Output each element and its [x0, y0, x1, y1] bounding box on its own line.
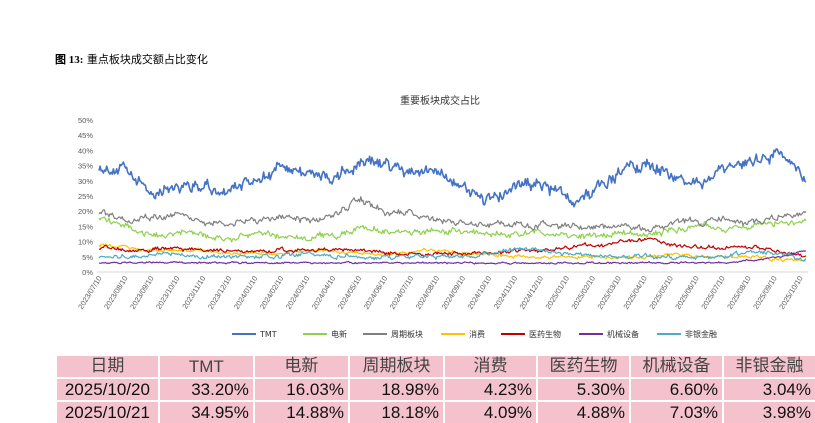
series-line-4 [98, 237, 807, 258]
y-tick-label: 30% [78, 177, 93, 186]
cell-xiaofei: 4.23% [443, 377, 538, 401]
cell-date: 2025/10/20 [57, 377, 159, 401]
y-tick-label: 35% [78, 162, 93, 171]
cell-zhouqi: 18.98% [347, 377, 445, 401]
figure-caption: 图 13: 重点板块成交额占比变化 [55, 51, 208, 67]
cell-jixie: 7.03% [629, 400, 723, 423]
chart-title: 重要板块成交占比 [400, 94, 480, 107]
cell-dianxin: 14.88% [252, 400, 349, 423]
y-tick-label: 0% [82, 268, 93, 277]
x-tick-label: 2023/10/10 [154, 274, 182, 311]
x-tick-label: 2024/05/10 [336, 274, 364, 311]
legend-label: TMT [259, 330, 277, 339]
header-yiyao: 医药生物 [536, 356, 630, 378]
x-tick-label: 2025/08/10 [725, 274, 753, 311]
x-tick-label: 2023/12/10 [206, 274, 234, 311]
x-tick-label: 2024/02/10 [258, 274, 286, 311]
series-line-2 [98, 196, 807, 233]
x-tick-label: 2024/09/10 [440, 274, 468, 311]
legend-label: 机械设备 [607, 329, 639, 339]
cell-dianxin: 16.03% [252, 377, 349, 401]
x-tick-label: 2025/02/10 [569, 274, 597, 311]
y-tick-label: 45% [78, 131, 93, 140]
y-tick-label: 15% [78, 222, 93, 231]
cell-tmt: 34.95% [157, 400, 254, 423]
x-tick-label: 2024/11/10 [492, 274, 519, 310]
x-tick-label: 2023/07/10 [76, 274, 104, 311]
x-tick-label: 2024/06/10 [362, 274, 390, 311]
x-tick-label: 2024/10/10 [466, 274, 494, 311]
header-date: 日期 [57, 356, 159, 378]
x-tick-label: 2023/08/10 [102, 274, 130, 311]
y-axis: 0% 5% 10% 15% 20% 25% 30% 35% 40% 45% 50% [78, 116, 808, 277]
x-tick-label: 2025/03/10 [595, 274, 623, 311]
x-tick-label: 2023/11/10 [180, 274, 207, 310]
x-tick-label: 2025/01/10 [544, 274, 572, 311]
series-line-1 [98, 216, 807, 243]
cell-jixie: 6.60% [629, 377, 723, 401]
y-tick-label: 25% [78, 192, 93, 201]
cell-yiyao: 5.30% [536, 377, 630, 401]
y-tick-label: 50% [78, 116, 93, 125]
header-xiaofei: 消费 [443, 356, 538, 378]
cell-yiyao: 4.88% [536, 400, 630, 423]
x-tick-label: 2024/07/10 [388, 274, 416, 311]
cell-zhouqi: 18.18% [347, 400, 445, 423]
header-dianxin: 电新 [252, 356, 349, 378]
data-table: 日期 TMT 电新 周期板块 消费 医药生物 机械设备 非银金融 2025/10… [57, 356, 815, 423]
y-tick-label: 5% [82, 253, 93, 262]
table-header-row: 日期 TMT 电新 周期板块 消费 医药生物 机械设备 非银金融 [57, 356, 815, 378]
table-row: 2025/10/20 33.20% 16.03% 18.98% 4.23% 5.… [57, 377, 815, 401]
header-tmt: TMT [157, 356, 254, 378]
cell-feiyin: 3.98% [721, 400, 815, 423]
x-tick-label: 2024/12/10 [518, 274, 546, 311]
cell-xiaofei: 4.09% [443, 400, 538, 423]
series-line-5 [98, 250, 807, 265]
header-feiyin: 非银金融 [721, 356, 815, 378]
y-tick-label: 10% [78, 238, 93, 247]
legend-label: 周期板块 [391, 329, 423, 339]
x-tick-label: 2024/03/10 [284, 274, 312, 311]
figure-caption-text: 重点板块成交额占比变化 [86, 53, 208, 66]
y-tick-label: 40% [78, 146, 93, 155]
x-tick-label: 2024/04/10 [310, 274, 338, 311]
x-tick-label: 2024/01/10 [232, 274, 260, 311]
legend-label: 非银金融 [685, 329, 717, 339]
x-tick-label: 2025/04/10 [621, 274, 649, 311]
x-tick-label: 2025/07/10 [699, 274, 727, 311]
series-line-3 [98, 243, 807, 263]
figure-number: 图 13: [55, 54, 84, 66]
legend: TMT 电新 周期板块 消费 医药生物 机械设备 非银金融 [232, 329, 717, 339]
legend-label: 消费 [469, 329, 485, 339]
x-axis: 2023/07/102023/08/102023/09/102023/10/10… [76, 274, 805, 311]
x-tick-label: 2025/09/10 [751, 274, 779, 311]
legend-label: 医药生物 [529, 329, 561, 339]
series-line-0 [98, 148, 807, 208]
x-tick-label: 2025/06/10 [673, 274, 701, 311]
x-tick-label: 2025/05/10 [647, 274, 675, 311]
series-line-6 [98, 247, 807, 262]
x-tick-label: 2025/10/10 [777, 274, 805, 311]
table-row: 2025/10/21 34.95% 14.88% 18.18% 4.09% 4.… [57, 400, 815, 423]
y-tick-label: 20% [78, 207, 93, 216]
legend-label: 电新 [331, 329, 347, 339]
line-chart: 重要板块成交占比 0% 5% 10% 15% 20% 25% 30% 35% 40% 45% 50%… [76, 94, 808, 339]
cell-tmt: 33.20% [157, 377, 254, 401]
header-jixie: 机械设备 [629, 356, 723, 378]
series-lines [98, 148, 807, 265]
header-zhouqi: 周期板块 [347, 356, 445, 378]
cell-feiyin: 3.04% [721, 377, 815, 401]
cell-date: 2025/10/21 [57, 400, 159, 423]
x-tick-label: 2024/08/10 [414, 274, 442, 311]
x-tick-label: 2023/09/10 [128, 274, 156, 311]
